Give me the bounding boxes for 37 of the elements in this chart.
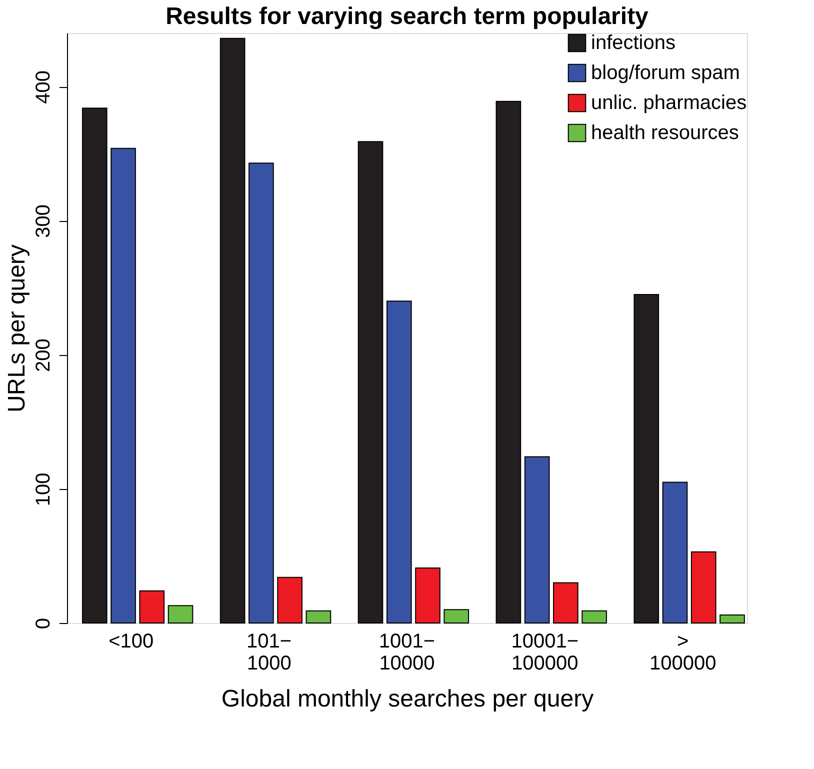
bar	[582, 610, 607, 624]
chart-title: Results for varying search term popularity	[166, 3, 650, 30]
bar	[553, 582, 578, 624]
x-tick-label: 10001− 100000	[511, 630, 579, 674]
bar	[248, 162, 274, 624]
x-axis-title: Global monthly searches per query	[221, 686, 594, 712]
y-tick-label: 300	[32, 204, 54, 238]
y-tick-label: 100	[32, 472, 54, 506]
bar	[690, 551, 716, 624]
bar	[358, 141, 384, 624]
x-tick-label: 101− 1000	[246, 630, 292, 674]
bar	[496, 100, 522, 624]
legend-label: infections	[591, 32, 676, 54]
bar	[306, 610, 332, 624]
bar	[415, 568, 440, 624]
y-tick-label: 200	[32, 338, 54, 372]
legend-label: health resources	[591, 122, 739, 144]
bar	[524, 456, 550, 624]
bar	[277, 576, 302, 624]
bar	[662, 482, 688, 624]
legend-label: unlic. pharmacies	[591, 92, 747, 114]
bar	[720, 614, 745, 624]
x-tick-label: 1001− 10000	[378, 630, 436, 674]
bar	[168, 605, 194, 624]
bar	[634, 294, 660, 624]
bar	[220, 38, 246, 624]
bar	[110, 148, 136, 624]
bar	[386, 300, 412, 624]
x-tick-label: > 100000	[649, 630, 716, 674]
y-tick-label: 400	[32, 70, 54, 104]
x-tick-label: <100	[108, 630, 154, 652]
bar	[82, 108, 108, 624]
y-tick-label: 0	[32, 618, 54, 630]
legend-label: blog/forum spam	[591, 62, 740, 84]
bar	[444, 609, 470, 624]
y-axis-title: URLs per query	[4, 244, 30, 413]
bar	[139, 590, 165, 624]
